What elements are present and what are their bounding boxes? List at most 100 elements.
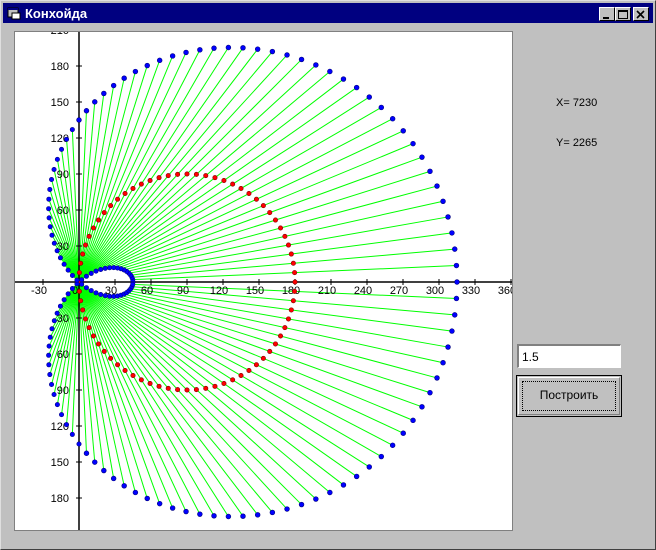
conchoid-point [366, 464, 372, 470]
inner-circle-point [115, 196, 121, 202]
conchoid-loop-point [46, 215, 52, 221]
conchoid-loop-point [46, 196, 52, 202]
conchoid-loop-point [69, 431, 75, 437]
inner-circle-point [285, 316, 291, 322]
conchoid-loop-point [49, 326, 55, 332]
conchoid-point [211, 513, 217, 519]
inner-circle-point [156, 383, 162, 389]
inner-circle-point [130, 185, 136, 191]
inner-circle-point [175, 171, 181, 177]
inner-circle-point [138, 181, 144, 187]
conchoid-point [440, 198, 446, 204]
conchoid-point [121, 75, 127, 81]
y-tick-label: 180 [51, 61, 69, 73]
conchoid-point [132, 489, 139, 496]
conchoid-loop-point [64, 136, 70, 142]
conchoid-loop-point [47, 186, 53, 192]
inner-circle-point [165, 173, 171, 179]
y-tick-label: 210 [51, 32, 69, 37]
inner-circle-point [267, 210, 273, 216]
conchoid-loop-point [61, 297, 67, 303]
conchoid-point [419, 154, 425, 160]
inner-circle-point [86, 325, 92, 331]
y-tick-label: 120 [51, 133, 69, 145]
conchoid-point [132, 68, 139, 75]
conchoid-loop-point [107, 293, 113, 299]
conchoid-point [254, 46, 261, 52]
conchoid-loop-point [49, 381, 55, 387]
parameter-input[interactable] [517, 344, 621, 368]
conchoid-loop-point [69, 127, 75, 133]
conchoid-point [92, 459, 98, 465]
conchoid-point [110, 82, 117, 89]
inner-circle-point [285, 242, 291, 248]
conchoid-point [144, 495, 150, 502]
conchoid-point [449, 328, 455, 334]
inner-circle-point [165, 385, 171, 391]
conchoid-loop-point [130, 281, 136, 287]
inner-circle-point [282, 233, 288, 239]
conchoid-loop-point [51, 318, 57, 324]
minimize-button[interactable] [599, 7, 615, 21]
inner-circle-point [238, 185, 244, 191]
conchoid-point [410, 417, 416, 424]
conchoid-plot: -30 0 30 60 90 120 150 180 210 240 270 300 330 360 210… [15, 32, 512, 530]
inner-circle-point [260, 355, 266, 361]
conchoid-loop-point [47, 224, 53, 230]
conchoid-loop-point [79, 281, 85, 287]
conchoid-point [269, 48, 276, 55]
conchoid-point [284, 506, 290, 512]
conchoid-point [183, 508, 189, 515]
inner-circle-point [230, 181, 236, 187]
conchoid-point [269, 509, 276, 516]
conchoid-point [101, 467, 107, 474]
conchoid-point [427, 168, 433, 175]
conchoid-loop-point [49, 232, 55, 238]
title-bar[interactable]: Конхойда [3, 3, 653, 23]
conchoid-loop-point [47, 334, 53, 340]
inner-circle-point [292, 279, 298, 285]
plot-area[interactable]: -30 0 30 60 90 120 150 180 210 240 270 300 330 360 210… [14, 31, 513, 531]
conchoid-point [434, 183, 440, 189]
inner-circle-point [76, 288, 82, 294]
x-tick-label: 60 [141, 285, 153, 297]
inner-circle-point [238, 373, 244, 379]
close-button[interactable] [633, 7, 649, 21]
conchoid-point [284, 52, 290, 58]
conchoid-loop-point [93, 268, 99, 274]
maximize-button[interactable] [615, 7, 631, 21]
close-icon [636, 10, 645, 19]
inner-circle-point [101, 210, 107, 216]
inner-circle-point [212, 175, 218, 181]
inner-circle-point [80, 251, 86, 257]
conchoid-point [445, 214, 451, 220]
conchoid-point [83, 108, 90, 114]
y-tick-label: 90 [57, 169, 69, 181]
x-tick-label: 270 [390, 285, 408, 297]
inner-circle-point [138, 377, 144, 383]
minimize-icon [603, 17, 609, 19]
conchoid-loop-point [111, 265, 117, 271]
conchoid-point [419, 404, 425, 410]
build-button[interactable]: Построить [516, 375, 622, 417]
conchoid-point [240, 45, 246, 51]
conchoid-loop-point [88, 288, 94, 294]
conchoid-point [389, 116, 396, 122]
x-tick-label: 150 [246, 285, 264, 297]
conchoid-loop-point [51, 392, 57, 398]
inner-circle-point [147, 380, 153, 386]
conchoid-point [427, 389, 433, 396]
conchoid-loop-point [51, 240, 57, 246]
conchoid-point [183, 49, 189, 56]
conchoid-loop-point [59, 146, 65, 152]
conchoid-loop-point [79, 277, 85, 283]
x-tick-label: 330 [462, 285, 480, 297]
inner-circle-point [96, 217, 102, 223]
conchoid-point [378, 453, 384, 460]
inner-circle-point [288, 251, 294, 257]
conchoid-loop-point [69, 286, 75, 292]
inner-circle-point [184, 387, 190, 393]
conchoid-point [453, 295, 460, 302]
conchoid-point [313, 62, 319, 68]
